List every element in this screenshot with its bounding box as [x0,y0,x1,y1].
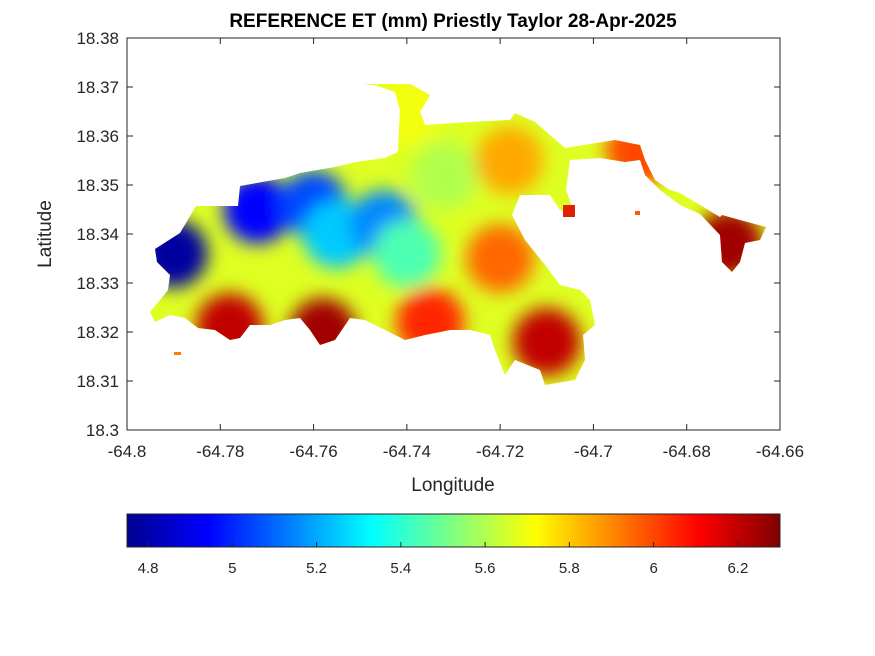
x-tick-label: -64.8 [108,442,147,461]
plot-area: -64.8 -64.78 -64.76 -64.74 -64.72 -64.7 -64.68… [76,29,804,461]
region-north-east-hills [475,126,544,195]
colorbar-tick-label: 6.2 [727,560,748,577]
y-tick-label: 18.35 [76,176,119,195]
region-south-east-peninsula [512,307,581,376]
y-tick-label: 18.38 [76,29,119,48]
islet [635,211,640,215]
x-tick-label: -64.7 [574,442,613,461]
islet [563,205,575,217]
y-axis: 18.3 18.31 18.32 18.33 18.34 18.35 18.36 18.37 1… [76,29,780,440]
chart-title: REFERENCE ET (mm) Priestly Taylor 28-Apr… [229,11,677,32]
colorbar-tick-label: 5 [228,560,236,577]
x-tick-label: -64.66 [756,442,804,461]
colorbar-ticks: 4.8 5 5.2 5.4 5.6 5.8 6 6.2 [138,542,748,577]
y-axis-label: Latitude [35,200,56,268]
region-central-interior [372,219,441,288]
region-north-central [410,141,479,210]
y-tick-label: 18.34 [76,225,119,244]
colorbar-tick-label: 5.8 [559,560,580,577]
colorbar-tick-label: 6 [649,560,657,577]
region-north-west-coast [223,175,292,244]
colorbar-tick-label: 5.2 [306,560,327,577]
islet [174,352,181,355]
y-tick-label: 18.37 [76,78,119,97]
colorbar-tick-label: 5.6 [475,560,496,577]
colorbar-tick-label: 5.4 [390,560,411,577]
region-east-interior [466,224,535,293]
x-tick-label: -64.76 [289,442,337,461]
x-axis-label: Longitude [411,475,494,496]
colorbar: 4.8 5 5.2 5.4 5.6 5.8 6 6.2 [126,513,781,577]
y-tick-label: 18.3 [86,421,119,440]
x-axis: -64.8 -64.78 -64.76 -64.74 -64.72 -64.7 -64.68… [108,38,804,461]
x-tick-label: -64.74 [383,442,431,461]
y-tick-label: 18.31 [76,372,119,391]
y-tick-label: 18.32 [76,323,119,342]
colorbar-gradient [126,513,781,548]
x-tick-label: -64.78 [196,442,244,461]
x-tick-label: -64.72 [476,442,524,461]
y-tick-label: 18.36 [76,127,119,146]
x-tick-label: -64.68 [663,442,711,461]
y-tick-label: 18.33 [76,274,119,293]
colorbar-tick-label: 4.8 [138,560,159,577]
